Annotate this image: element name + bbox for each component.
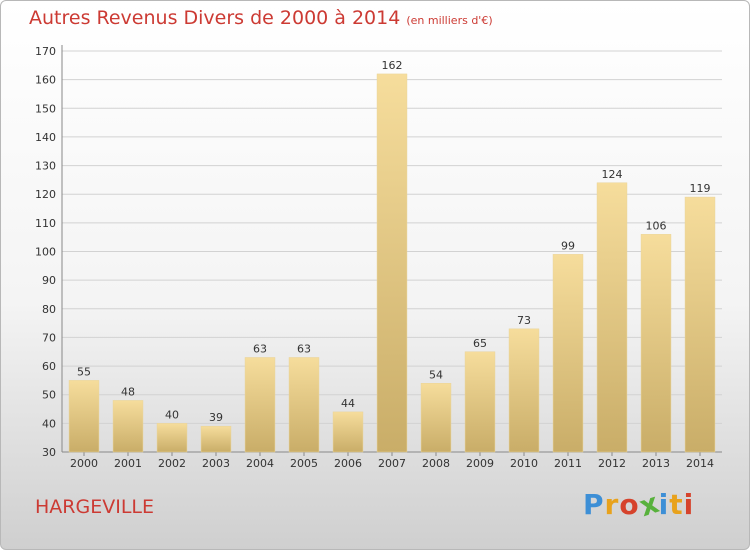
x-tick-label: 2006 — [334, 457, 362, 470]
commune-name: HARGEVILLE — [35, 496, 154, 518]
y-tick-label: 70 — [42, 331, 56, 344]
bar-value-label: 65 — [473, 337, 487, 350]
x-tick-label: 2001 — [114, 457, 142, 470]
bar-value-label: 48 — [121, 385, 135, 398]
bar — [508, 328, 540, 453]
bar-value-label: 44 — [341, 397, 355, 410]
bar-value-label: 119 — [690, 182, 711, 195]
bar — [376, 73, 408, 453]
x-tick-label: 2007 — [378, 457, 406, 470]
bar — [596, 182, 628, 453]
bar-value-label: 54 — [429, 368, 443, 381]
x-tick-label: 2009 — [466, 457, 494, 470]
y-tick-label: 40 — [42, 417, 56, 430]
bar — [288, 357, 320, 453]
bar-value-label: 124 — [602, 168, 623, 181]
bar-value-label: 63 — [253, 342, 267, 355]
x-tick-label: 2002 — [158, 457, 186, 470]
x-tick-label: 2013 — [642, 457, 670, 470]
y-tick-label: 110 — [35, 217, 56, 230]
x-tick-label: 2008 — [422, 457, 450, 470]
y-tick-label: 50 — [42, 389, 56, 402]
x-tick-label: 2005 — [290, 457, 318, 470]
x-tick-label: 2011 — [554, 457, 582, 470]
bar — [68, 380, 100, 453]
bar-value-label: 106 — [646, 219, 667, 232]
x-tick-label: 2010 — [510, 457, 538, 470]
y-tick-label: 90 — [42, 274, 56, 287]
bar — [420, 383, 452, 453]
bar — [552, 254, 584, 453]
x-tick-label: 2012 — [598, 457, 626, 470]
logo-letter: i — [683, 488, 695, 521]
bar-value-label: 73 — [517, 314, 531, 327]
bar-value-label: 63 — [297, 342, 311, 355]
bar — [200, 425, 232, 453]
logo-letter: o — [619, 488, 640, 521]
bar-value-label: 162 — [382, 59, 403, 72]
bar-value-label: 99 — [561, 239, 575, 252]
chart-title-text: Autres Revenus Divers de 2000 à 2014 — [29, 7, 401, 29]
chart-title: Autres Revenus Divers de 2000 à 2014 (en … — [29, 7, 493, 29]
bar-value-label: 55 — [77, 365, 91, 378]
bar — [156, 423, 188, 453]
logo-letter: i — [658, 488, 670, 521]
y-tick-label: 100 — [35, 246, 56, 259]
y-tick-label: 150 — [35, 102, 56, 115]
y-tick-label: 60 — [42, 360, 56, 373]
logo-letter: P — [583, 488, 605, 521]
y-tick-label: 120 — [35, 188, 56, 201]
y-tick-label: 140 — [35, 131, 56, 144]
proxiti-logo[interactable]: Proxiti — [583, 486, 695, 523]
bar — [640, 234, 672, 453]
y-tick-label: 30 — [42, 446, 56, 459]
y-tick-label: 170 — [35, 45, 56, 58]
x-tick-label: 2000 — [70, 457, 98, 470]
x-tick-label: 2014 — [686, 457, 714, 470]
logo-letter: r — [604, 488, 620, 521]
x-tick-label: 2004 — [246, 457, 274, 470]
x-tick-label: 2003 — [202, 457, 230, 470]
chart-title-unit: (en milliers d'€) — [406, 14, 493, 27]
y-tick-label: 160 — [35, 74, 56, 87]
bar — [464, 351, 496, 453]
y-tick-label: 80 — [42, 303, 56, 316]
bar — [244, 357, 276, 453]
y-tick-label: 130 — [35, 160, 56, 173]
bar-value-label: 39 — [209, 411, 223, 424]
bar-value-label: 40 — [165, 408, 179, 421]
bar — [684, 196, 716, 453]
bars: 55 48 40 39 63 63 44 162 54 65 73 99 124 106 119 — [68, 59, 716, 453]
logo-letter: t — [669, 488, 684, 521]
bar — [332, 411, 364, 453]
bar — [112, 400, 144, 453]
